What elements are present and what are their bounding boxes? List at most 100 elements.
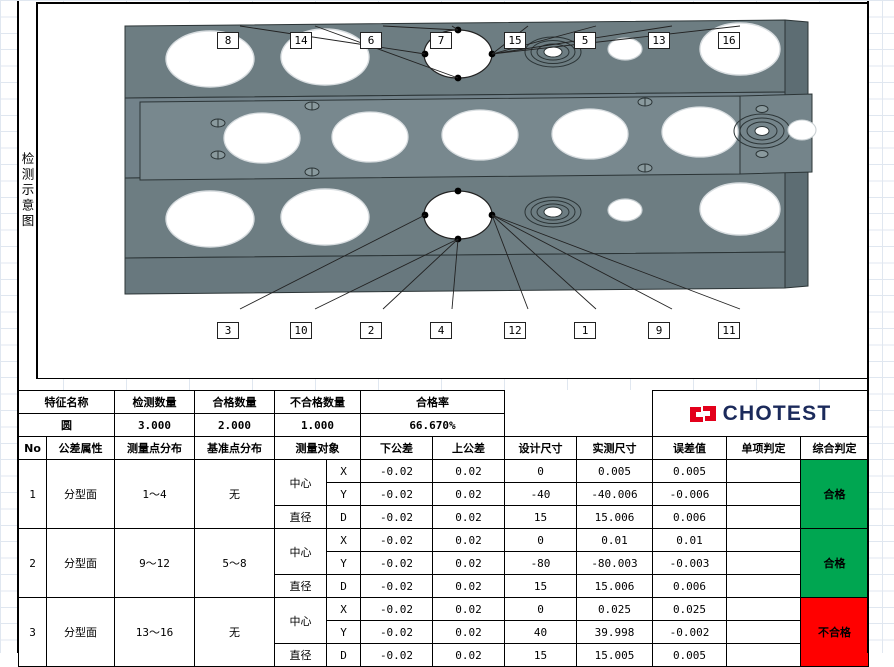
- callout-top-6: 5: [574, 32, 596, 49]
- summary-spacer-3: [505, 414, 577, 437]
- item-design: 15: [504, 643, 577, 667]
- col-header-design-size: 设计尺寸: [504, 436, 577, 460]
- item-error: -0.003: [652, 551, 727, 575]
- item-object: 中心: [274, 459, 327, 506]
- col-header-datum-points: 基准点分布: [194, 436, 275, 460]
- row-no: 3: [18, 597, 47, 667]
- summary-value-passed: 2.000: [194, 413, 275, 437]
- item-lower: -0.02: [360, 528, 433, 552]
- item-lower: -0.02: [360, 643, 433, 667]
- item-object: 中心: [274, 528, 327, 575]
- item-design: 15: [504, 574, 577, 598]
- item-lower: -0.02: [360, 459, 433, 483]
- item-actual: -80.003: [576, 551, 653, 575]
- item-upper: 0.02: [432, 528, 505, 552]
- part-3d-view: [124, 19, 817, 310]
- item-actual: 15.006: [576, 505, 653, 529]
- item-error: 0.006: [652, 574, 727, 598]
- item-actual: 15.006: [576, 574, 653, 598]
- item-lower: -0.02: [360, 597, 433, 621]
- summary-value-feature: 圆: [18, 413, 115, 437]
- table-row: 1 分型面 1～4 无 中心 X -0.02 0.02 0 0.005 0.00…: [18, 459, 869, 529]
- callout-bottom-7: 9: [648, 322, 670, 339]
- item-actual: 39.998: [576, 620, 653, 644]
- summary-header-passrate: 合格率: [360, 390, 505, 414]
- item-actual: 15.005: [576, 643, 653, 667]
- item-error: 0.01: [652, 528, 727, 552]
- item-single-verdict: [726, 551, 801, 575]
- item-object: 直径: [274, 505, 327, 529]
- row-meas-points: 13～16: [114, 597, 195, 667]
- item-design: 40: [504, 620, 577, 644]
- col-header-meas-points: 测量点分布: [114, 436, 195, 460]
- callout-top-8: 16: [718, 32, 740, 49]
- item-upper: 0.02: [432, 643, 505, 667]
- callout-top-2: 14: [290, 32, 312, 49]
- item-lower: -0.02: [360, 482, 433, 506]
- item-error: 0.006: [652, 505, 727, 529]
- item-axis: X: [326, 528, 361, 552]
- item-upper: 0.02: [432, 482, 505, 506]
- item-error: -0.002: [652, 620, 727, 644]
- item-upper: 0.02: [432, 620, 505, 644]
- brand-logo-cell: CHOTEST: [652, 390, 869, 437]
- item-single-verdict: [726, 505, 801, 529]
- item-upper: 0.02: [432, 574, 505, 598]
- summary-value-row: 圆 3.000 2.000 1.000 66.670%: [18, 413, 869, 437]
- col-header-meas-object: 测量对象: [274, 436, 361, 460]
- item-actual: 0.025: [576, 597, 653, 621]
- summary-header-row: 特征名称 检测数量 合格数量 不合格数量 合格率 CHOTEST: [18, 390, 869, 437]
- item-upper: 0.02: [432, 597, 505, 621]
- callout-bottom-1: 3: [217, 322, 239, 339]
- col-header-no: No: [18, 436, 47, 460]
- item-upper: 0.02: [432, 551, 505, 575]
- summary-spacer-1: [505, 391, 577, 414]
- item-single-verdict: [726, 574, 801, 598]
- item-lower: -0.02: [360, 620, 433, 644]
- column-header-row: No 公差属性 测量点分布 基准点分布 测量对象 下公差 上公差 设计尺寸 实测…: [18, 436, 869, 460]
- callout-bottom-5: 12: [504, 322, 526, 339]
- inspection-report-table: 特征名称 检测数量 合格数量 不合格数量 合格率 CHOTEST 圆 3.000…: [18, 390, 869, 667]
- item-axis: D: [326, 574, 361, 598]
- callout-bottom-8: 11: [718, 322, 740, 339]
- item-error: 0.025: [652, 597, 727, 621]
- item-axis: X: [326, 597, 361, 621]
- item-lower: -0.02: [360, 574, 433, 598]
- callout-top-7: 13: [648, 32, 670, 49]
- row-meas-points: 9～12: [114, 528, 195, 598]
- row-meas-points: 1～4: [114, 459, 195, 529]
- summary-header-feature: 特征名称: [18, 390, 115, 414]
- callout-bottom-6: 1: [574, 322, 596, 339]
- item-single-verdict: [726, 459, 801, 483]
- item-object: 直径: [274, 574, 327, 598]
- col-header-error: 误差值: [652, 436, 727, 460]
- summary-value-inspected: 3.000: [114, 413, 195, 437]
- item-single-verdict: [726, 482, 801, 506]
- table-row: 2 分型面 9～12 5～8 中心 X -0.02 0.02 0 0.01 0.…: [18, 528, 869, 598]
- row-tolerance-attr: 分型面: [46, 528, 115, 598]
- item-design: 0: [504, 528, 577, 552]
- item-actual: 0.005: [576, 459, 653, 483]
- callout-top-4: 7: [430, 32, 452, 49]
- brand-name: CHOTEST: [722, 401, 832, 425]
- table-row: 直径 D -0.02 0.02 15 15.006 0.006: [19, 505, 869, 529]
- inspection-diagram: 8 14 6 7 15 5 13 16 3 10 2 4 12 1 9 11: [40, 4, 866, 376]
- item-axis: Y: [326, 620, 361, 644]
- callout-top-5: 15: [504, 32, 526, 49]
- summary-spacer-4: [577, 414, 653, 437]
- row-datum-points: 无: [194, 597, 275, 667]
- item-design: 0: [504, 597, 577, 621]
- item-error: 0.005: [652, 643, 727, 667]
- item-actual: -40.006: [576, 482, 653, 506]
- col-header-lower-tol: 下公差: [360, 436, 433, 460]
- table-row: 3 分型面 13～16 无 中心 X -0.02 0.02 0 0.025 0.…: [18, 597, 869, 667]
- col-header-overall-verdict: 综合判定: [800, 436, 869, 460]
- item-design: -40: [504, 482, 577, 506]
- callout-top-3: 6: [360, 32, 382, 49]
- row-no: 1: [18, 459, 47, 529]
- item-design: 0: [504, 459, 577, 483]
- callout-bottom-3: 2: [360, 322, 382, 339]
- col-header-single-verdict: 单项判定: [726, 436, 801, 460]
- item-single-verdict: [726, 597, 801, 621]
- item-object: 直径: [274, 643, 327, 667]
